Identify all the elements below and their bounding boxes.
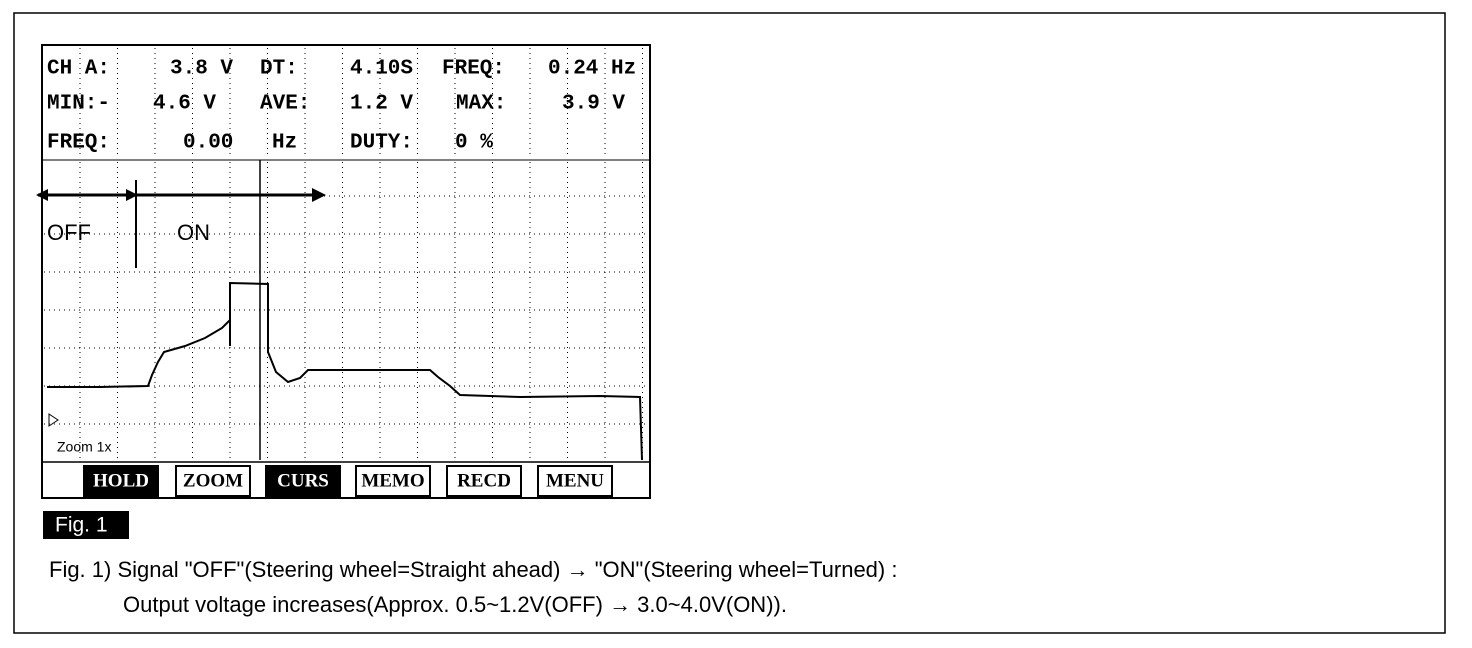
readout-field: 1.2 V <box>350 93 413 116</box>
readout-field: AVE: <box>260 93 310 116</box>
readout-field: CH A: <box>47 58 110 81</box>
menu-button <box>537 465 613 497</box>
menu-button <box>355 465 431 497</box>
off-label: OFF <box>47 220 91 245</box>
readout-field: DT: <box>260 58 298 81</box>
caption-line: Output voltage increases(Approx. 0.5~1.2… <box>123 592 787 617</box>
arrow-head <box>312 188 326 202</box>
menu-button-label: CURS <box>277 470 329 491</box>
menu-button-label: MENU <box>546 470 604 491</box>
on-label: ON <box>177 220 210 245</box>
arrow-head <box>36 189 48 201</box>
readout-field: 0.24 Hz <box>548 58 636 81</box>
readout-field: 0 % <box>455 132 493 155</box>
readout-field: MAX: <box>456 93 506 116</box>
trigger-marker <box>48 413 59 427</box>
menu-buttons: HOLD ZOOM CURS MEMO RECD MENU <box>83 465 613 497</box>
readout-field: Hz <box>272 132 297 155</box>
caption-line: Fig. 1) Signal "OFF"(Steering wheel=Stra… <box>49 557 897 582</box>
readout: CH A: 3.8 V DT: 4.10S FREQ: 0.24 Hz MIN:- 4.6 V… <box>47 58 636 155</box>
readout-field: 3.8 V <box>170 58 233 81</box>
scope-screen <box>41 44 651 499</box>
fig-label-box <box>43 511 129 539</box>
signal-trace <box>47 281 643 461</box>
readout-field: 4.10S <box>350 58 413 81</box>
arrow-head <box>126 189 138 201</box>
readout-field: DUTY: <box>350 132 413 155</box>
menu-button-label: HOLD <box>93 470 149 491</box>
menu-button <box>175 465 251 497</box>
menu-button <box>83 465 159 497</box>
readout-field: 4.6 V <box>153 93 216 116</box>
readout-field: MIN:- <box>47 93 110 116</box>
readout-field: 0.00 <box>183 132 233 155</box>
menu-button-label: ZOOM <box>183 470 243 491</box>
menu-button <box>265 465 341 497</box>
menu-button-label: MEMO <box>361 470 424 491</box>
readout-field: FREQ: <box>442 58 505 81</box>
fig-label: Fig. 1 <box>55 514 108 537</box>
readout-field: FREQ: <box>47 132 110 155</box>
figure-frame <box>13 12 1446 634</box>
menu-button-label: RECD <box>457 470 511 491</box>
menu-button <box>446 465 522 497</box>
zoom-label: Zoom 1x <box>57 439 111 455</box>
readout-field: 3.9 V <box>562 93 625 116</box>
